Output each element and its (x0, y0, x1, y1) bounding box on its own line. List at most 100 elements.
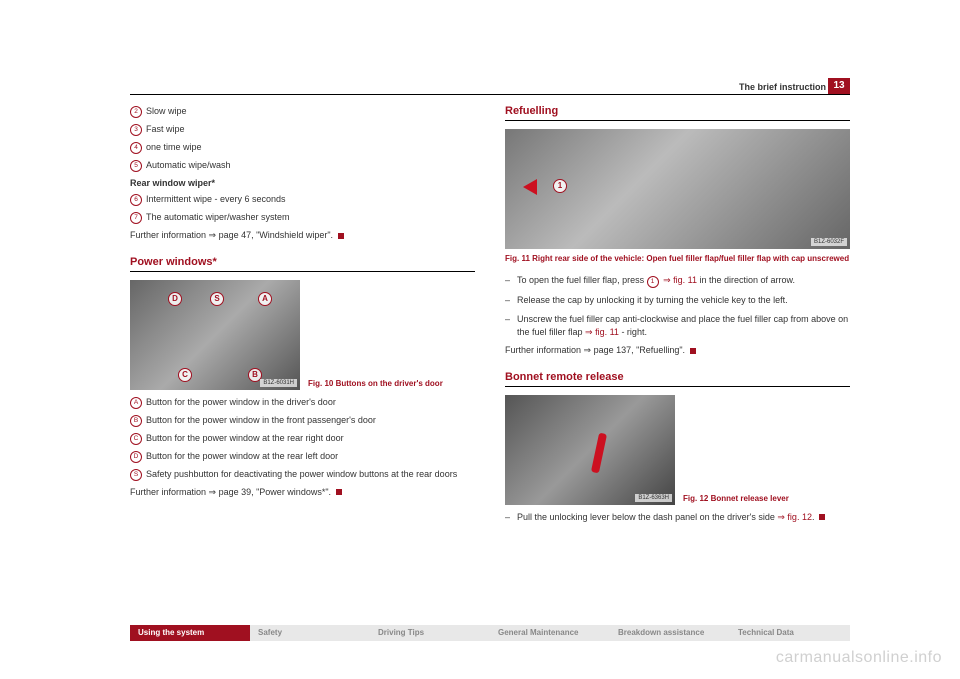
circled-number-icon: 5 (130, 160, 142, 172)
further-ref: ⇒ page 137, "Refuelling". (584, 345, 688, 355)
step-item: – Unscrew the fuel filler cap anti-clock… (505, 313, 850, 338)
further-info-1: Further information ⇒ page 47, "Windshie… (130, 229, 475, 242)
further-info-2: Further information ⇒ page 39, "Power wi… (130, 486, 475, 499)
fig-ref: ⇒ fig. 11 (661, 275, 697, 285)
lever-icon (591, 432, 607, 473)
page-number: 13 (828, 78, 850, 94)
circled-letter-icon: B (130, 415, 142, 427)
end-square-icon (819, 514, 825, 520)
rear-wiper-text: Intermittent wipe - every 6 seconds (146, 193, 286, 206)
circled-number-icon: 1 (647, 276, 659, 288)
button-text: Button for the power window in the drive… (146, 396, 336, 409)
header-rule: The brief instruction 13 (130, 80, 850, 95)
circled-letter-icon: S (130, 469, 142, 481)
step-item: – To open the fuel filler flap, press 1 … (505, 274, 850, 288)
dash-icon: – (505, 313, 517, 338)
further-ref: ⇒ page 47, "Windshield wiper". (209, 230, 336, 240)
further-info-3: Further information ⇒ page 137, "Refuell… (505, 344, 850, 357)
circled-number-icon: 4 (130, 142, 142, 154)
end-square-icon (336, 489, 342, 495)
button-item: S Safety pushbutton for deactivating the … (130, 468, 475, 481)
dash-icon: – (505, 294, 517, 307)
figure-code: B1Z-6031H (260, 379, 297, 387)
dash-icon: – (505, 274, 517, 288)
step-item: – Release the cap by unlocking it by tur… (505, 294, 850, 307)
step-text: Pull the unlocking lever below the dash … (517, 511, 825, 524)
button-item: B Button for the power window in the fron… (130, 414, 475, 427)
end-square-icon (690, 348, 696, 354)
wiper-item: 2 Slow wipe (130, 105, 475, 118)
arrow-icon (523, 179, 537, 195)
two-columns: 2 Slow wipe 3 Fast wipe 4 one time wipe 5 Au… (130, 105, 850, 529)
step-text: Release the cap by unlocking it by turni… (517, 294, 788, 307)
marker-a-icon: A (258, 292, 272, 306)
button-text: Button for the power window at the rear … (146, 432, 344, 445)
end-square-icon (338, 233, 344, 239)
button-item: D Button for the power window at the rear… (130, 450, 475, 463)
refuelling-heading: Refuelling (505, 105, 850, 121)
further-text: Further information (130, 487, 209, 497)
marker-s-icon: S (210, 292, 224, 306)
circled-number-icon: 2 (130, 106, 142, 118)
step-text: To open the fuel filler flap, press 1 ⇒ … (517, 274, 795, 288)
circled-letter-icon: C (130, 433, 142, 445)
wiper-item: 3 Fast wipe (130, 123, 475, 136)
wiper-text: Automatic wipe/wash (146, 159, 231, 172)
circled-number-icon: 7 (130, 212, 142, 224)
tab-using-system[interactable]: Using the system (130, 625, 250, 641)
further-ref: ⇒ page 39, "Power windows*". (209, 487, 334, 497)
wiper-text: one time wipe (146, 141, 202, 154)
figure-12: B1Z-6363H Fig. 12 Bonnet release lever (505, 395, 850, 505)
power-windows-heading: Power windows* (130, 256, 475, 272)
wiper-item: 4 one time wipe (130, 141, 475, 154)
bonnet-heading: Bonnet remote release (505, 371, 850, 387)
button-text: Button for the power window in the front… (146, 414, 376, 427)
text: - right. (619, 327, 647, 337)
figure-11-caption: Fig. 11 Right rear side of the vehicle: … (505, 254, 850, 264)
wiper-text: Slow wipe (146, 105, 187, 118)
tab-safety[interactable]: Safety (250, 625, 370, 641)
button-item: C Button for the power window at the rear… (130, 432, 475, 445)
marker-c-icon: C (178, 368, 192, 382)
figure-12-image: B1Z-6363H (505, 395, 675, 505)
right-column: Refuelling 1 B1Z-6032F Fig. 11 Right rea… (505, 105, 850, 529)
circled-number-icon: 6 (130, 194, 142, 206)
circled-letter-icon: D (130, 451, 142, 463)
figure-10-image: D S A C B B1Z-6031H (130, 280, 300, 390)
tab-maintenance[interactable]: General Maintenance (490, 625, 610, 641)
tab-breakdown[interactable]: Breakdown assistance (610, 625, 730, 641)
text: in the direction of arrow. (697, 275, 795, 285)
tab-technical[interactable]: Technical Data (730, 625, 850, 641)
figure-code: B1Z-6032F (811, 238, 847, 246)
text: . (812, 512, 817, 522)
footer-tabs: Using the system Safety Driving Tips Gen… (130, 625, 850, 641)
wiper-text: Fast wipe (146, 123, 185, 136)
figure-10-caption: Fig. 10 Buttons on the driver's door (308, 379, 443, 389)
marker-d-icon: D (168, 292, 182, 306)
button-text: Safety pushbutton for deactivating the p… (146, 468, 457, 481)
page-content: The brief instruction 13 2 Slow wipe 3 Fas… (130, 80, 850, 620)
marker-1-icon: 1 (553, 179, 567, 193)
header-title: The brief instruction (739, 82, 826, 92)
fig-ref: ⇒ fig. 11 (585, 327, 619, 337)
tab-driving-tips[interactable]: Driving Tips (370, 625, 490, 641)
wiper-item: 5 Automatic wipe/wash (130, 159, 475, 172)
rear-wiper-text: The automatic wiper/washer system (146, 211, 290, 224)
step-text: Unscrew the fuel filler cap anti-clockwi… (517, 313, 850, 338)
text: Pull the unlocking lever below the dash … (517, 512, 777, 522)
button-item: A Button for the power window in the driv… (130, 396, 475, 409)
circled-number-icon: 3 (130, 124, 142, 136)
further-text: Further information (130, 230, 209, 240)
text: To open the fuel filler flap, press (517, 275, 647, 285)
rear-wiper-item: 7 The automatic wiper/washer system (130, 211, 475, 224)
left-column: 2 Slow wipe 3 Fast wipe 4 one time wipe 5 Au… (130, 105, 475, 529)
step-item: – Pull the unlocking lever below the das… (505, 511, 850, 524)
figure-10: D S A C B B1Z-6031H Fig. 10 Buttons on t… (130, 280, 475, 390)
figure-11-image: 1 B1Z-6032F (505, 129, 850, 249)
figure-code: B1Z-6363H (635, 494, 672, 502)
button-text: Button for the power window at the rear … (146, 450, 338, 463)
further-text: Further information (505, 345, 584, 355)
circled-letter-icon: A (130, 397, 142, 409)
text: Unscrew the fuel filler cap anti-clockwi… (517, 314, 848, 337)
fig-ref: ⇒ fig. 12 (777, 512, 812, 522)
